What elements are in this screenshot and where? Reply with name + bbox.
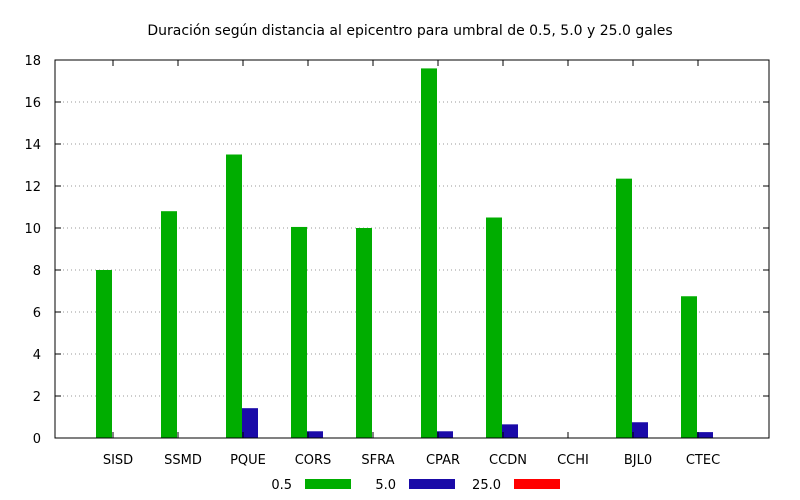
bar bbox=[242, 408, 258, 438]
chart-title: Duración según distancia al epicentro pa… bbox=[147, 23, 672, 39]
x-tick-label: SISD bbox=[103, 453, 133, 468]
y-tick-label: 16 bbox=[24, 96, 41, 111]
x-tick-label: CORS bbox=[295, 453, 332, 468]
bar bbox=[291, 226, 307, 438]
x-tick-label: BJL0 bbox=[624, 453, 652, 468]
bar bbox=[437, 431, 453, 438]
y-tick-label: 2 bbox=[33, 390, 41, 405]
bar bbox=[681, 296, 697, 438]
plot-frame bbox=[54, 59, 770, 439]
x-tick-label: PQUE bbox=[230, 453, 266, 468]
bar bbox=[96, 270, 112, 438]
y-tick-label: 6 bbox=[33, 306, 41, 321]
x-tick-label: SSMD bbox=[164, 453, 202, 468]
y-tick-label: 8 bbox=[33, 264, 41, 279]
bar bbox=[697, 432, 713, 438]
grid-lines bbox=[55, 101, 769, 397]
x-tick-label: CCHI bbox=[557, 453, 589, 468]
bar bbox=[616, 178, 632, 438]
y-tick-labels: 0 2 4 6 8 10 12 14 16 18 bbox=[24, 54, 41, 447]
legend-label: 5.0 bbox=[375, 478, 396, 493]
bar bbox=[632, 422, 648, 438]
bar bbox=[502, 424, 518, 438]
y-tick-label: 4 bbox=[33, 348, 41, 363]
legend-swatch bbox=[305, 479, 351, 489]
y-tick-label: 14 bbox=[24, 138, 41, 153]
legend-swatch bbox=[514, 479, 560, 489]
y-tick-label: 10 bbox=[24, 222, 41, 237]
bars bbox=[96, 68, 713, 439]
legend-label: 0.5 bbox=[271, 478, 292, 493]
legend-swatch bbox=[409, 479, 455, 489]
x-tick-label: SFRA bbox=[361, 453, 394, 468]
bar bbox=[307, 431, 323, 438]
x-tick-label: CCDN bbox=[489, 453, 527, 468]
legend: 0.5 5.0 25.0 bbox=[271, 478, 560, 493]
y-tick-label: 18 bbox=[24, 54, 41, 69]
bar bbox=[161, 211, 177, 438]
y-tick-label: 12 bbox=[24, 180, 41, 195]
x-tick-labels: SISD SSMD PQUE CORS SFRA CPAR CCDN CCHI BJL0 CTEC bbox=[103, 453, 720, 468]
x-tick-label: CPAR bbox=[426, 453, 460, 468]
legend-label: 25.0 bbox=[472, 478, 501, 493]
x-tick-label: CTEC bbox=[686, 453, 720, 468]
axis-ticks bbox=[55, 59, 769, 439]
bar bbox=[421, 68, 437, 439]
bar bbox=[226, 154, 242, 438]
bar bbox=[486, 217, 502, 438]
bar bbox=[356, 228, 372, 438]
y-tick-label: 0 bbox=[33, 432, 41, 447]
